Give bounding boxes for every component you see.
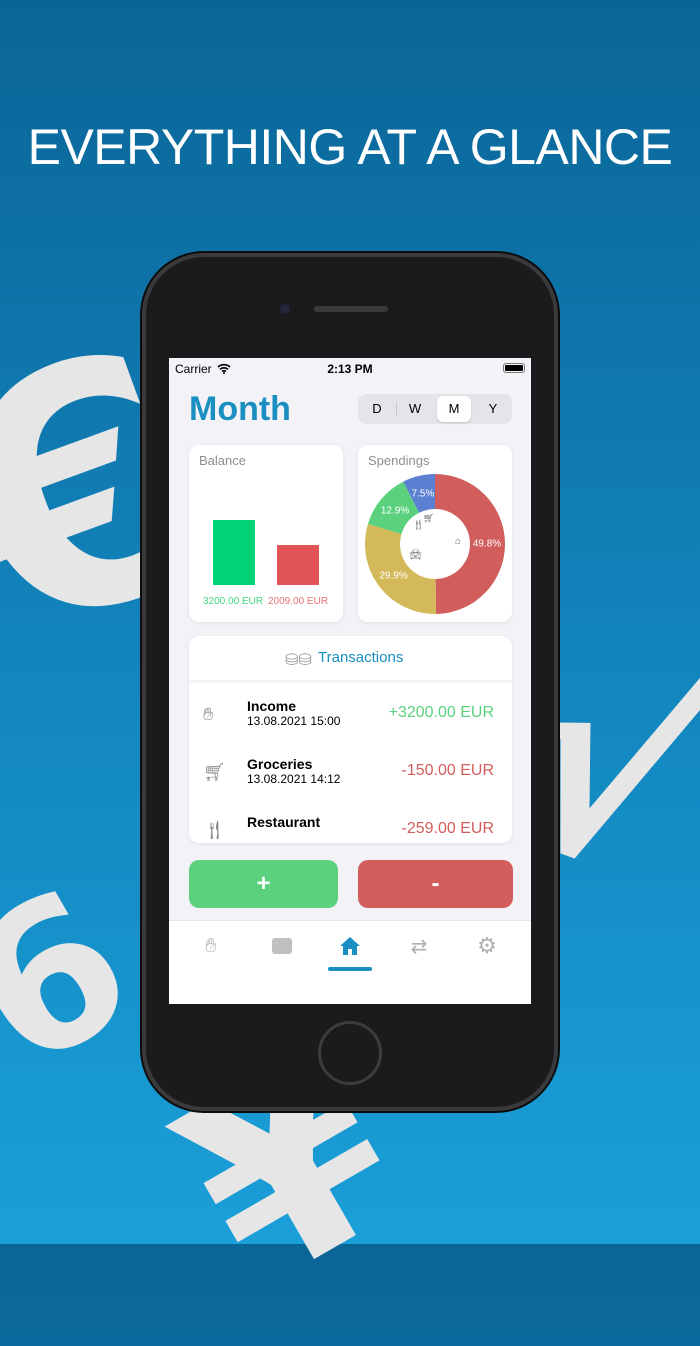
page-title: Month — [189, 390, 291, 428]
transactions-header[interactable]: ⛁⛁ Transactions — [189, 636, 512, 680]
phone-camera — [280, 304, 290, 314]
expense-value: 2009.00 EUR — [268, 596, 329, 607]
fork-knife-icon: 🍴︎ — [412, 520, 425, 531]
car-icon: 🚘︎ — [409, 550, 422, 561]
cart-icon: 🛒︎ — [423, 513, 435, 523]
period-month[interactable]: M — [437, 396, 471, 422]
six-symbol-decoration: 6 — [0, 843, 168, 1116]
tab-recurring[interactable]: ⇄ — [399, 931, 439, 961]
tab-home[interactable] — [330, 931, 370, 961]
slice-label: 49.8% — [473, 539, 501, 550]
tab-settings[interactable]: ⚙ — [467, 931, 507, 961]
carrier-label: Carrier — [175, 362, 212, 376]
balance-title: Balance — [199, 453, 246, 468]
app-screen: Carrier 2:13 PM Month D W M Y Balance 32… — [169, 358, 531, 1004]
spendings-title: Spendings — [368, 453, 430, 468]
balance-card[interactable]: Balance 3200.00 EUR 2009.00 EUR — [189, 445, 343, 622]
home-button[interactable] — [318, 1021, 382, 1085]
hand-coin-icon: ✋︎ — [203, 704, 214, 724]
repeat-icon: ⇄ — [410, 935, 428, 958]
transaction-name: Groceries — [247, 756, 313, 772]
headline: EVERYTHING AT A GLANCE — [27, 119, 673, 175]
wifi-icon — [217, 363, 231, 374]
period-week[interactable]: W — [408, 401, 422, 416]
donut-slice — [367, 481, 420, 534]
transaction-row[interactable]: 🛒︎ Groceries 13.08.2021 14:12 -150.00 EU… — [189, 756, 512, 800]
income-bar — [213, 520, 255, 585]
donut-slice — [365, 523, 437, 614]
tab-bar: ✋︎ ⇄ ⚙ — [169, 920, 531, 1004]
transaction-row[interactable]: ✋︎ Income 13.08.2021 15:00 +3200.00 EUR — [189, 698, 512, 742]
phone-speaker — [314, 306, 388, 312]
wallet-icon — [272, 938, 292, 954]
spendings-donut-chart: 49.8% 29.9% 12.9%7.5% — [365, 474, 506, 614]
transaction-name: Income — [247, 698, 297, 714]
transaction-date: 13.08.2021 15:00 — [247, 714, 341, 728]
home-icon — [340, 937, 360, 955]
clock: 2:13 PM — [327, 362, 373, 376]
transactions-title: Transactions — [318, 649, 404, 666]
add-expense-button[interactable]: - — [358, 860, 513, 908]
period-day[interactable]: D — [372, 401, 382, 416]
donut-slice — [435, 474, 506, 614]
income-value: 3200.00 EUR — [203, 596, 264, 607]
tab-wallet[interactable] — [262, 931, 302, 961]
gear-icon: ⚙ — [477, 933, 497, 958]
add-income-button[interactable]: + — [189, 860, 338, 908]
house-icon: ⌂ — [455, 536, 462, 547]
cart-icon: 🛒︎ — [203, 762, 226, 782]
spendings-card[interactable]: Spendings 49.8% 29.9% 12.9% 7.5% ⌂ 🚘︎ 🍴︎ 🛒︎ — [358, 445, 512, 622]
slice-label: 7.5% — [411, 488, 434, 499]
transaction-date: 13.08.2021 14:12 — [247, 772, 341, 786]
transaction-amount: -150.00 EUR — [401, 762, 495, 779]
expense-bar — [277, 544, 319, 585]
donut-slice — [403, 474, 435, 513]
transaction-amount: -259.00 EUR — [401, 820, 495, 837]
tab-income[interactable]: ✋︎ — [191, 931, 231, 961]
transactions-card: ⛁⛁ Transactions ✋︎ Income 13.08.2021 15:… — [189, 636, 512, 843]
transaction-name: Restaurant — [247, 814, 321, 830]
active-tab-indicator — [328, 967, 372, 971]
coins-icon: ⛁⛁ — [285, 652, 312, 669]
period-year[interactable]: Y — [488, 401, 498, 416]
period-selector: D W M Y — [358, 394, 512, 424]
slice-label: 29.9% — [379, 570, 407, 581]
transaction-row[interactable]: 🍴︎ Restaurant -259.00 EUR — [189, 814, 512, 843]
hand-coin-icon: ✋︎ — [205, 934, 217, 957]
transaction-amount: +3200.00 EUR — [388, 704, 494, 721]
slice-label: 12.9% — [381, 506, 409, 517]
battery-icon — [503, 363, 525, 373]
fork-knife-icon: 🍴︎ — [203, 820, 226, 840]
